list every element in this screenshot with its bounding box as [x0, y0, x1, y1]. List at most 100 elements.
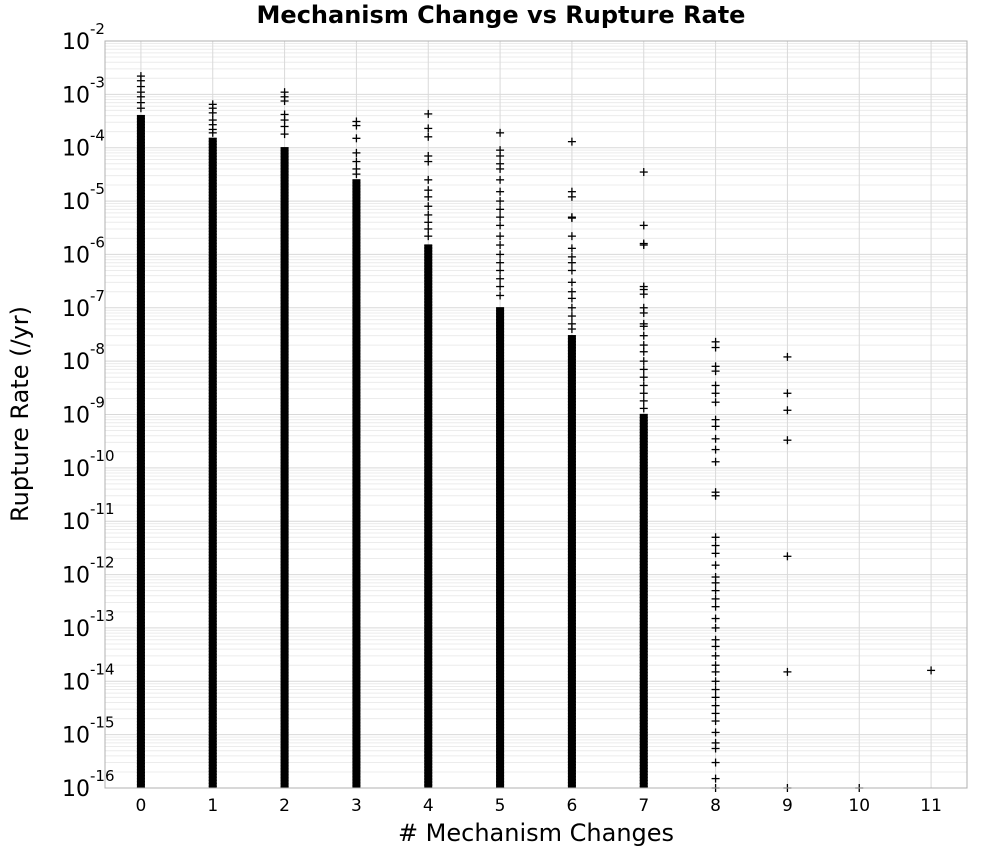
data-point [496, 128, 505, 137]
data-point [783, 406, 792, 415]
data-point [639, 365, 648, 374]
data-point [711, 642, 720, 651]
y-axis-label: Rupture Rate (/yr) [6, 306, 34, 522]
y-tick-base: 10 [62, 724, 90, 749]
data-point [639, 389, 648, 398]
data-point [711, 774, 720, 783]
dense-point-band [424, 245, 433, 789]
data-point [639, 396, 648, 405]
data-point [783, 436, 792, 445]
dense-point-band [280, 147, 289, 788]
data-point [711, 561, 720, 570]
data-point [496, 258, 505, 267]
data-point [711, 651, 720, 660]
data-point [567, 303, 576, 312]
data-point [711, 457, 720, 466]
data-point [711, 701, 720, 710]
y-axis-ticks: 10-210-310-410-510-610-710-810-910-1010-… [62, 20, 115, 802]
y-tick-label: 10-13 [62, 607, 115, 642]
data-point [711, 491, 720, 500]
data-point [424, 192, 433, 201]
y-tick-label: 10-6 [62, 233, 105, 268]
data-point [711, 445, 720, 454]
data-point [567, 278, 576, 287]
x-tick-label: 3 [351, 796, 362, 816]
y-tick-exponent: -7 [90, 287, 105, 305]
x-tick-label: 4 [423, 796, 434, 816]
data-point [639, 322, 648, 331]
y-tick-base: 10 [62, 30, 90, 55]
y-tick-exponent: -6 [90, 233, 105, 251]
y-tick-base: 10 [62, 617, 90, 642]
data-point [496, 291, 505, 300]
y-tick-label: 10-12 [62, 554, 115, 589]
y-tick-exponent: -16 [90, 767, 115, 785]
data-point [639, 308, 648, 317]
data-point [424, 232, 433, 241]
data-point [711, 434, 720, 443]
y-tick-label: 10-7 [62, 287, 105, 322]
x-tick-label: 11 [920, 796, 942, 816]
data-point [567, 325, 576, 334]
data-point [424, 157, 433, 166]
plot-frame [104, 40, 968, 789]
data-point [496, 282, 505, 291]
data-point [567, 192, 576, 201]
y-tick-exponent: -8 [90, 340, 105, 358]
data-point [496, 197, 505, 206]
data-point [496, 232, 505, 241]
data-point [711, 667, 720, 676]
data-point [711, 728, 720, 737]
dense-point-band [567, 335, 576, 788]
data-point [711, 709, 720, 718]
data-point [639, 404, 648, 413]
data-point [208, 128, 217, 137]
data-point [711, 614, 720, 623]
data-point [496, 221, 505, 230]
data-point [639, 347, 648, 356]
data-point [711, 758, 720, 767]
data-point [567, 258, 576, 267]
data-point [711, 343, 720, 352]
y-tick-base: 10 [62, 297, 90, 322]
data-point [424, 210, 433, 219]
data-point [711, 602, 720, 611]
data-point [496, 241, 505, 250]
data-points [136, 72, 936, 792]
y-tick-label: 10-14 [62, 660, 115, 695]
y-tick-exponent: -12 [90, 554, 115, 572]
x-tick-label: 0 [136, 796, 147, 816]
data-point [496, 213, 505, 222]
x-tick-label: 7 [638, 796, 649, 816]
data-point [567, 312, 576, 321]
data-point [639, 290, 648, 299]
data-point [352, 170, 361, 179]
data-point [280, 122, 289, 131]
data-point [352, 121, 361, 130]
x-axis-ticks: 0 1 2 3 4 5 6 7 8 9 10 11 [136, 796, 942, 816]
data-point [567, 294, 576, 303]
data-point [280, 130, 289, 139]
data-point [424, 224, 433, 233]
y-tick-exponent: -15 [90, 714, 115, 732]
data-point [567, 244, 576, 253]
data-point [927, 666, 936, 675]
grid-lines [105, 40, 967, 789]
data-point [711, 549, 720, 558]
data-point [496, 164, 505, 173]
y-tick-base: 10 [62, 564, 90, 589]
y-tick-base: 10 [62, 777, 90, 802]
x-tick-label: 5 [495, 796, 506, 816]
data-point [567, 266, 576, 275]
data-point [639, 357, 648, 366]
data-point [711, 623, 720, 632]
y-tick-exponent: -13 [90, 607, 115, 625]
y-tick-base: 10 [62, 83, 90, 108]
data-point [711, 744, 720, 753]
chart-title: Mechanism Change vs Rupture Rate [257, 1, 746, 29]
data-point [424, 124, 433, 133]
x-tick-label: 10 [848, 796, 870, 816]
data-point [567, 214, 576, 223]
y-tick-base: 10 [62, 510, 90, 535]
